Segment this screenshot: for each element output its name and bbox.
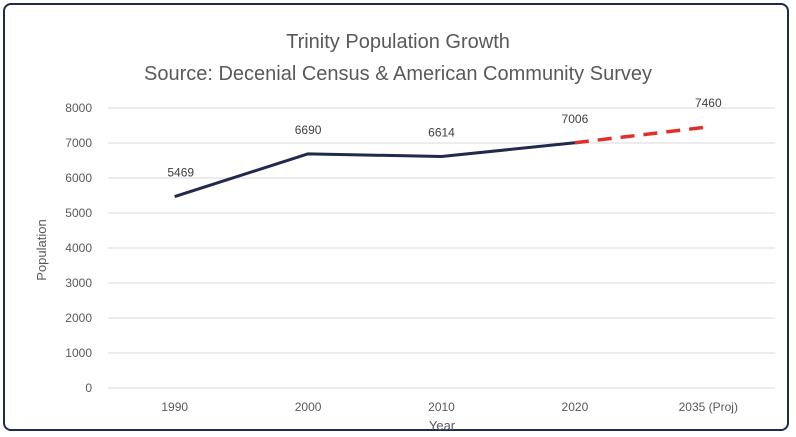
data-label: 7006 — [562, 112, 589, 126]
y-axis-ticks: 0 1000 2000 3000 4000 5000 6000 7000 8000 — [65, 101, 92, 395]
data-label: 5469 — [167, 166, 194, 180]
data-label: 6690 — [295, 123, 322, 137]
chart-frame — [3, 3, 789, 431]
y-tick-label: 4000 — [65, 241, 92, 255]
data-labels: 5469 6690 6614 7006 7460 — [167, 96, 722, 180]
y-tick-label: 1000 — [65, 346, 92, 360]
y-axis-label: Population — [34, 219, 49, 280]
data-label: 6614 — [428, 126, 455, 140]
x-tick-label: 2020 — [562, 400, 589, 414]
chart-subtitle: Source: Decenial Census & American Commu… — [144, 63, 652, 85]
x-tick-label: 2010 — [428, 400, 455, 414]
y-tick-label: 7000 — [65, 136, 92, 150]
census-series-line — [174, 141, 576, 199]
x-tick-label: 2035 (Proj) — [679, 400, 738, 414]
y-tick-label: 2000 — [65, 311, 92, 325]
series-lines — [174, 125, 709, 199]
y-tick-label: 0 — [85, 381, 92, 395]
x-axis-label: Year — [429, 418, 456, 433]
y-tick-label: 6000 — [65, 171, 92, 185]
x-axis-ticks: 1990 2000 2010 2020 2035 (Proj) — [161, 400, 738, 414]
x-tick-label: 1990 — [161, 400, 188, 414]
projection-series-line — [574, 125, 709, 145]
y-tick-label: 8000 — [65, 101, 92, 115]
chart-title: Trinity Population Growth — [286, 31, 510, 53]
gridlines — [108, 107, 775, 389]
x-tick-label: 2000 — [295, 400, 322, 414]
data-label: 7460 — [695, 96, 722, 110]
y-tick-label: 5000 — [65, 206, 92, 220]
y-tick-label: 3000 — [65, 276, 92, 290]
